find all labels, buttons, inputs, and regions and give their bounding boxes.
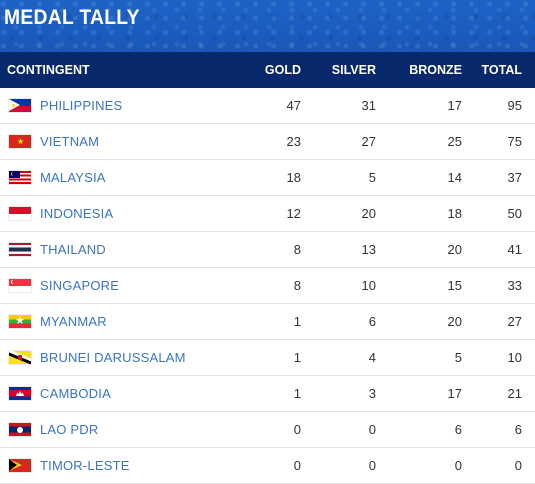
contingent-cell: CAMBODIA xyxy=(0,386,240,401)
gold-count: 18 xyxy=(286,170,301,185)
contingent-link[interactable]: MALAYSIA xyxy=(40,170,106,185)
col-header-bronze: BRONZE xyxy=(409,63,462,77)
silver-count: 20 xyxy=(361,206,376,221)
total-count: 75 xyxy=(507,134,522,149)
gold-count: 1 xyxy=(293,386,301,401)
contingent-cell: ★ MYANMAR xyxy=(0,314,240,329)
singapore-flag-icon xyxy=(9,279,31,292)
bronze-count: 18 xyxy=(447,206,462,221)
table-row: SINGAPORE 8 10 15 33 xyxy=(0,268,535,304)
contingent-link[interactable]: THAILAND xyxy=(40,242,106,257)
cambodia-flag-icon xyxy=(9,387,31,400)
indonesia-flag-icon xyxy=(9,207,31,220)
contingent-link[interactable]: PHILIPPINES xyxy=(40,98,123,113)
silver-count: 31 xyxy=(361,98,376,113)
contingent-cell: SINGAPORE xyxy=(0,278,240,293)
total-count: 50 xyxy=(507,206,522,221)
banner-texture xyxy=(0,0,535,52)
vietnam-flag-icon: ★ xyxy=(9,135,31,148)
contingent-cell: PHILIPPINES xyxy=(0,98,240,113)
medal-table-body: PHILIPPINES 47 31 17 95 ★ VIETNAM 23 27 25 75 MALAY… xyxy=(0,88,535,484)
contingent-cell: THAILAND xyxy=(0,242,240,257)
total-count: 33 xyxy=(507,278,522,293)
contingent-cell: MALAYSIA xyxy=(0,170,240,185)
bronze-count: 14 xyxy=(447,170,462,185)
gold-count: 8 xyxy=(293,278,301,293)
total-count: 41 xyxy=(507,242,522,257)
table-row: ★ MYANMAR 1 6 20 27 xyxy=(0,304,535,340)
silver-count: 10 xyxy=(361,278,376,293)
gold-count: 12 xyxy=(286,206,301,221)
table-row: INDONESIA 12 20 18 50 xyxy=(0,196,535,232)
silver-count: 0 xyxy=(368,422,376,437)
col-header-total: TOTAL xyxy=(481,63,522,77)
total-count: 21 xyxy=(507,386,522,401)
banner: MEDAL TALLY xyxy=(0,0,535,52)
gold-count: 0 xyxy=(293,458,301,473)
contingent-link[interactable]: VIETNAM xyxy=(40,134,100,149)
bronze-count: 6 xyxy=(454,422,462,437)
col-header-gold: GOLD xyxy=(264,63,301,77)
bronze-count: 25 xyxy=(447,134,462,149)
malaysia-flag-icon xyxy=(9,171,31,184)
table-row: BRUNEI DARUSSALAM 1 4 5 10 xyxy=(0,340,535,376)
total-count: 6 xyxy=(514,422,522,437)
contingent-cell: TIMOR-LESTE xyxy=(0,458,240,473)
contingent-cell: INDONESIA xyxy=(0,206,240,221)
brunei-flag-icon xyxy=(9,351,31,364)
bronze-count: 15 xyxy=(447,278,462,293)
table-row: LAO PDR 0 0 6 6 xyxy=(0,412,535,448)
contingent-link[interactable]: TIMOR-LESTE xyxy=(40,458,130,473)
col-header-silver: SILVER xyxy=(331,63,376,77)
gold-count: 0 xyxy=(293,422,301,437)
contingent-link[interactable]: SINGAPORE xyxy=(40,278,120,293)
contingent-link[interactable]: MYANMAR xyxy=(40,314,107,329)
silver-count: 0 xyxy=(368,458,376,473)
bronze-count: 20 xyxy=(447,314,462,329)
table-row: PHILIPPINES 47 31 17 95 xyxy=(0,88,535,124)
silver-count: 27 xyxy=(361,134,376,149)
col-header-contingent: CONTINGENT xyxy=(7,63,90,77)
contingent-link[interactable]: BRUNEI DARUSSALAM xyxy=(40,350,186,365)
thailand-flag-icon xyxy=(9,243,31,256)
table-row: ★ VIETNAM 23 27 25 75 xyxy=(0,124,535,160)
total-count: 10 xyxy=(507,350,522,365)
table-row: THAILAND 8 13 20 41 xyxy=(0,232,535,268)
table-header: CONTINGENT GOLD SILVER BRONZE TOTAL xyxy=(0,52,535,88)
page-title: MEDAL TALLY xyxy=(4,6,140,29)
table-row: TIMOR-LESTE 0 0 0 0 xyxy=(0,448,535,484)
myanmar-flag-icon: ★ xyxy=(9,315,31,328)
timor-leste-flag-icon xyxy=(9,459,31,472)
silver-count: 3 xyxy=(368,386,376,401)
silver-count: 13 xyxy=(361,242,376,257)
bronze-count: 17 xyxy=(447,98,462,113)
silver-count: 4 xyxy=(368,350,376,365)
total-count: 27 xyxy=(507,314,522,329)
bronze-count: 0 xyxy=(454,458,462,473)
contingent-link[interactable]: LAO PDR xyxy=(40,422,99,437)
silver-count: 5 xyxy=(368,170,376,185)
gold-count: 1 xyxy=(293,314,301,329)
total-count: 0 xyxy=(514,458,522,473)
silver-count: 6 xyxy=(368,314,376,329)
philippines-flag-icon xyxy=(9,99,31,112)
table-row: CAMBODIA 1 3 17 21 xyxy=(0,376,535,412)
bronze-count: 20 xyxy=(447,242,462,257)
gold-count: 23 xyxy=(286,134,301,149)
contingent-link[interactable]: CAMBODIA xyxy=(40,386,111,401)
total-count: 37 xyxy=(507,170,522,185)
contingent-link[interactable]: INDONESIA xyxy=(40,206,114,221)
gold-count: 1 xyxy=(293,350,301,365)
bronze-count: 17 xyxy=(447,386,462,401)
contingent-cell: LAO PDR xyxy=(0,422,240,437)
bronze-count: 5 xyxy=(454,350,462,365)
contingent-cell: BRUNEI DARUSSALAM xyxy=(0,350,240,365)
gold-count: 47 xyxy=(286,98,301,113)
laos-flag-icon xyxy=(9,423,31,436)
table-row: MALAYSIA 18 5 14 37 xyxy=(0,160,535,196)
gold-count: 8 xyxy=(293,242,301,257)
contingent-cell: ★ VIETNAM xyxy=(0,134,240,149)
total-count: 95 xyxy=(507,98,522,113)
